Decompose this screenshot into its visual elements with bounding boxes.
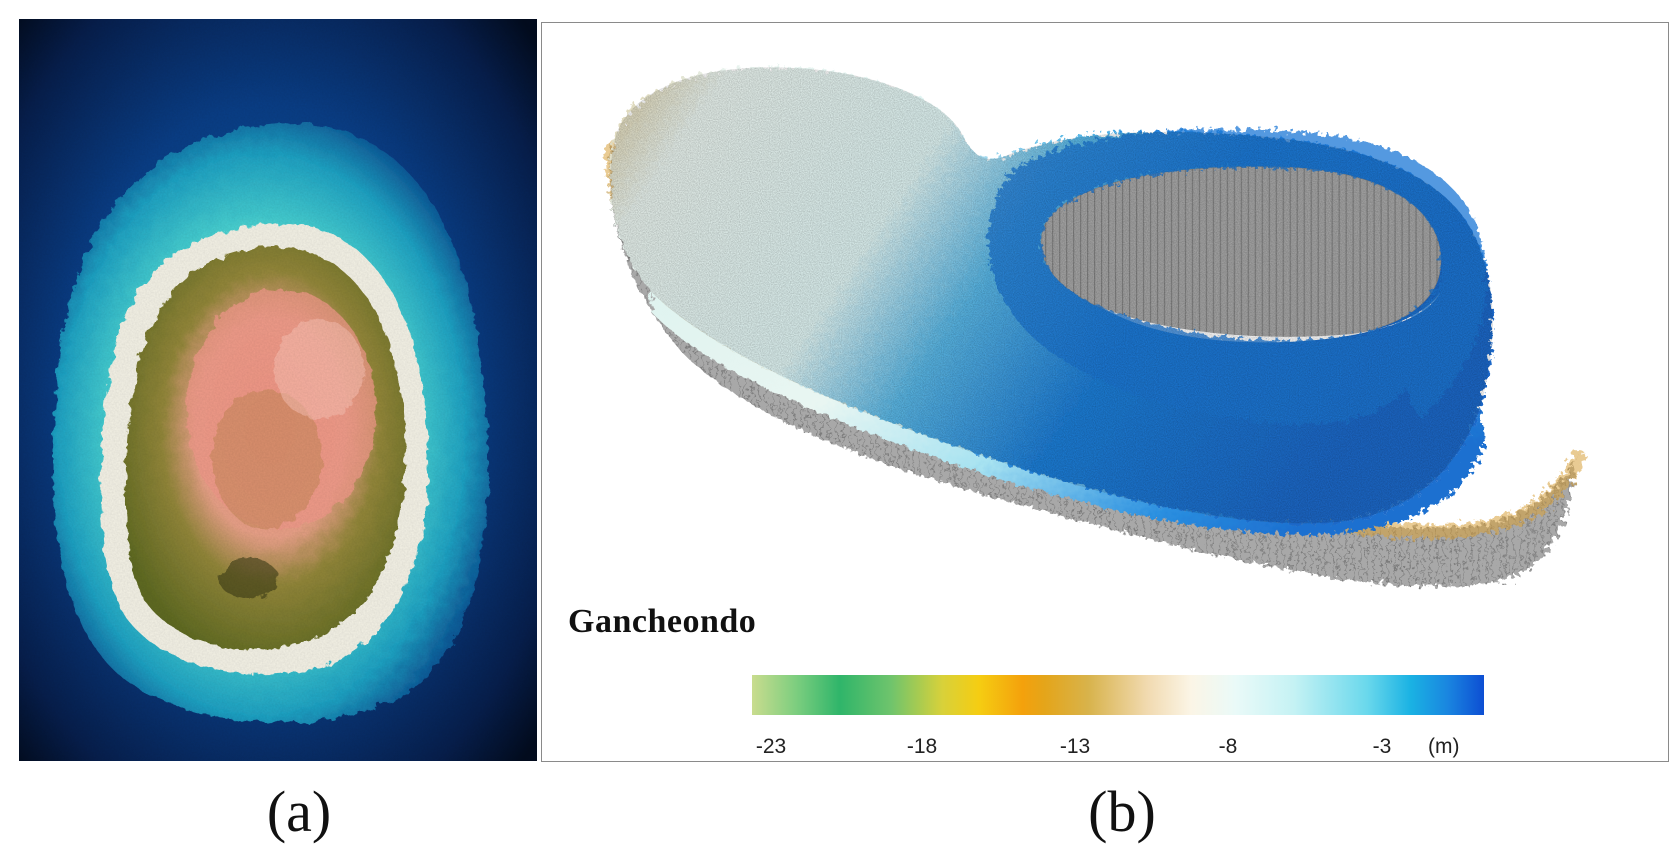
site-name-label: Gancheondo	[568, 603, 757, 640]
bathymetry-3d-panel: Gancheondo -23 -18 -13 -8 -3 (m)	[541, 22, 1669, 762]
scale-tick-label: -18	[906, 735, 938, 758]
panel-b-caption: (b)	[1088, 779, 1156, 844]
scale-tick-label: -13	[1059, 735, 1091, 758]
scale-tick-label: -8	[1218, 735, 1238, 758]
bathymetry-surface-render	[604, 67, 1587, 587]
island-aerial-image	[19, 19, 537, 761]
scale-unit-label: (m)	[1428, 735, 1460, 758]
aerial-image-panel	[19, 19, 537, 761]
panel-a-caption: (a)	[266, 779, 332, 844]
scale-tick-label: -3	[1372, 735, 1392, 758]
depth-color-scale-bar	[752, 675, 1484, 715]
scale-tick-label: -23	[755, 735, 787, 758]
